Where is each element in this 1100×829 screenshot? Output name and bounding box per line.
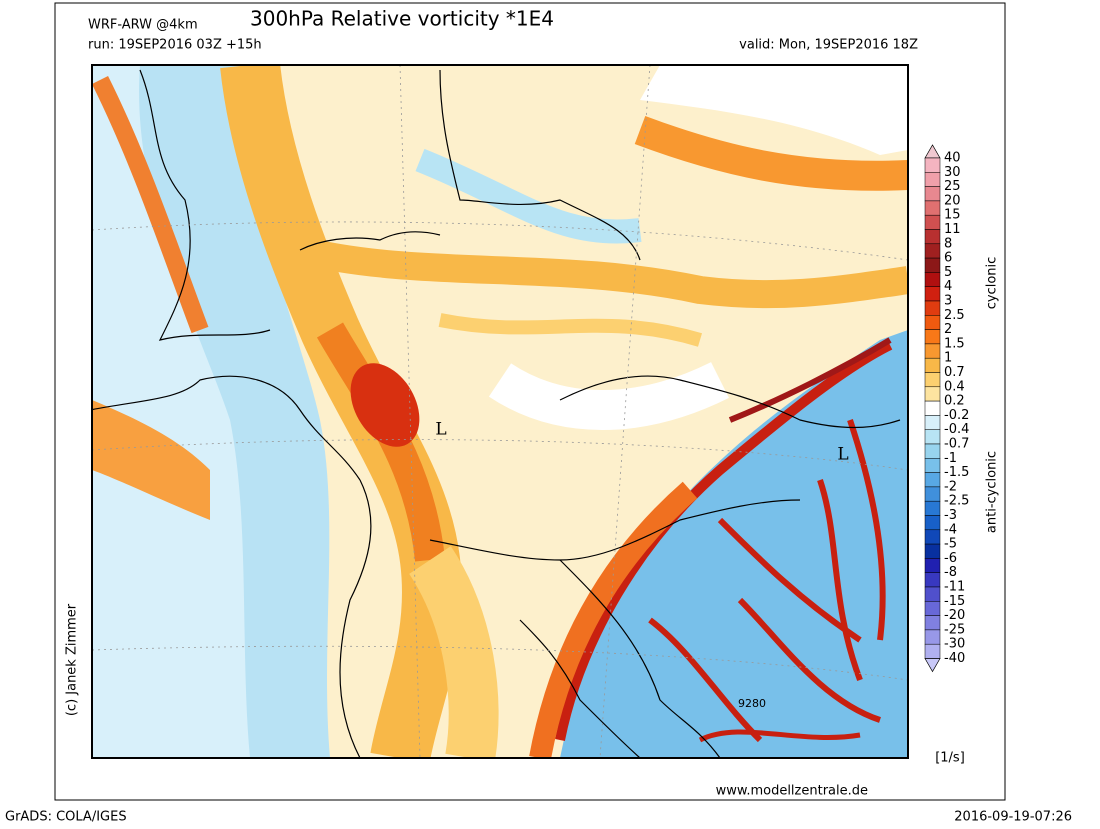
unit-label: [1/s]: [935, 751, 965, 766]
colorbar-segment: [924, 500, 941, 516]
colorbar-label: -5: [944, 537, 957, 552]
colorbar-segment: [924, 272, 941, 287]
colorbar-segment: [924, 601, 941, 616]
colorbar-segment: [924, 315, 941, 330]
colorbar-label: 0.7: [944, 365, 965, 380]
model-label: WRF-ARW @4km: [88, 18, 198, 33]
colorbar-label: 2: [944, 322, 952, 337]
colorbar-segment: [924, 572, 941, 588]
colorbar-label: 25: [944, 179, 961, 194]
colorbar-segment: [924, 257, 941, 273]
colorbar-segment: [924, 615, 941, 631]
colorbar-label: 8: [944, 236, 952, 251]
colorbar-label: 40: [944, 151, 961, 166]
colorbar-label: 2.5: [944, 308, 965, 323]
map-label: 9280: [738, 697, 766, 710]
colorbar-segment: [924, 443, 941, 459]
colorbar-label: -2.5: [944, 494, 969, 509]
colorbar-label: -40: [944, 651, 965, 666]
colorbar-segment: [924, 329, 941, 345]
colorbar-segment: [924, 386, 941, 402]
colorbar-segment: [924, 300, 941, 316]
valid-label: valid: Mon, 19SEP2016 18Z: [739, 38, 918, 53]
colorbar-cap: [924, 144, 941, 159]
colorbar-label: -0.4: [944, 422, 969, 437]
colorbar-label: 11: [944, 222, 961, 237]
colorbar-label: 3: [944, 294, 952, 309]
colorbar-label: -2: [944, 479, 957, 494]
cyclonic-label: cyclonic: [985, 257, 1000, 310]
colorbar-label: 20: [944, 193, 961, 208]
colorbar-label: -0.7: [944, 437, 969, 452]
map: [92, 65, 908, 758]
colorbar-label: -15: [944, 594, 965, 609]
timestamp: 2016-09-19-07:26: [954, 810, 1072, 825]
colorbar-cap: [924, 658, 941, 673]
colorbar-segment: [924, 357, 941, 373]
title: 300hPa Relative vorticity *1E4: [250, 7, 554, 31]
colorbar-label: -11: [944, 580, 965, 595]
colorbar-segment: [924, 200, 941, 216]
colorbar-label: -25: [944, 622, 965, 637]
colorbar-label: -1.5: [944, 465, 969, 480]
colorbar-label: 0.2: [944, 394, 965, 409]
run-label: run: 19SEP2016 03Z +15h: [88, 38, 262, 53]
colorbar-segment: [924, 372, 941, 388]
colorbar-segment: [924, 458, 941, 473]
colorbar-segment: [924, 429, 941, 445]
colorbar-label: -20: [944, 608, 965, 623]
colorbar-segment: [924, 229, 941, 245]
colorbar-segment: [924, 629, 941, 645]
colorbar-label: -3: [944, 508, 957, 523]
colorbar-label: 5: [944, 265, 952, 280]
colorbar-segment: [924, 643, 941, 659]
colorbar-segment: [924, 157, 941, 173]
colorbar-label: 6: [944, 251, 952, 266]
colorbar-segment: [924, 286, 941, 302]
map-border: [91, 64, 909, 759]
colorbar-segment: [924, 586, 941, 602]
map-label: L: [837, 445, 848, 465]
colorbar-label: -6: [944, 551, 957, 566]
credit: (c) Janek Zimmer: [65, 603, 80, 716]
colorbar-segment: [924, 529, 941, 545]
colorbar-segment: [924, 558, 941, 573]
colorbar-label: -0.2: [944, 408, 969, 423]
colorbar-segment: [924, 243, 941, 259]
colorbar-segment: [924, 486, 941, 502]
colorbar-segment: [924, 214, 941, 230]
colorbar-segment: [924, 172, 941, 187]
colorbar-segment: [924, 186, 941, 202]
colorbar-label: 4: [944, 279, 952, 294]
frame: [54, 2, 1006, 801]
map-label: L: [435, 420, 446, 440]
colorbar-label: -4: [944, 522, 957, 537]
colorbar-segment: [924, 400, 941, 416]
colorbar-label: 30: [944, 165, 961, 180]
colorbar-label: 1: [944, 351, 952, 366]
colorbar-segment: [924, 515, 941, 531]
colorbar-segment: [924, 415, 941, 430]
colorbar-label: -1: [944, 451, 957, 466]
anticyclonic-label: anti-cyclonic: [985, 451, 1000, 533]
colorbar-label: -30: [944, 637, 965, 652]
colorbar-segment: [924, 543, 941, 559]
colorbar-label: 15: [944, 208, 961, 223]
website: www.modellzentrale.de: [716, 784, 868, 799]
colorbar-label: 0.4: [944, 379, 965, 394]
software: GrADS: COLA/IGES: [5, 810, 127, 825]
colorbar-label: -8: [944, 565, 957, 580]
colorbar-label: 1.5: [944, 336, 965, 351]
colorbar-segment: [924, 343, 941, 359]
colorbar-segment: [924, 472, 941, 488]
